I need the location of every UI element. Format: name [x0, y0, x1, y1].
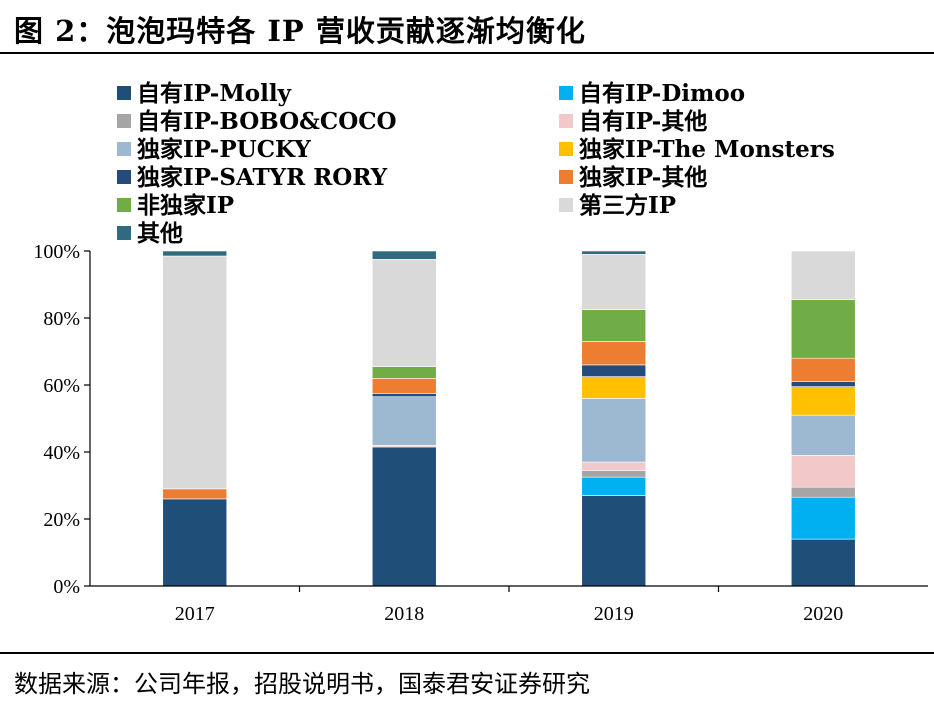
bar-segment — [790, 386, 856, 416]
legend-swatch — [117, 170, 131, 184]
legend-label: 独家IP-SATYR RORY — [137, 164, 388, 191]
chart-axes — [89, 251, 928, 592]
bar-segment — [581, 254, 647, 310]
x-tick-label: 2019 — [594, 603, 634, 625]
bar-segment — [790, 357, 856, 382]
bar-segment — [581, 341, 647, 366]
legend-label: 自有IP-其他 — [579, 108, 707, 135]
legend-swatch — [559, 170, 573, 184]
bar-segment — [581, 495, 647, 587]
x-tick-label: 2018 — [384, 603, 424, 625]
legend-swatch — [117, 226, 131, 240]
bar-segment — [371, 250, 437, 260]
bar-segment — [790, 486, 856, 498]
chart-legend: 自有IP-Molly 自有IP-Dimoo 自有IP-BOBO&COCO 自有IP-其… — [117, 80, 835, 247]
y-tick-label: 20% — [43, 509, 80, 531]
legend-swatch — [559, 198, 573, 212]
bar-segment — [162, 488, 228, 500]
legend-label: 自有IP-BOBO&COCO — [137, 108, 397, 135]
y-tick-label: 100% — [33, 241, 80, 263]
bar-segment — [162, 250, 228, 257]
legend-swatch — [117, 142, 131, 156]
bar-segment — [371, 377, 437, 394]
legend-swatch — [117, 198, 131, 212]
legend-label: 独家IP-The Monsters — [579, 136, 835, 163]
title-rule — [0, 52, 934, 54]
legend-swatch — [559, 142, 573, 156]
bar-segment — [371, 446, 437, 587]
bar-segment — [790, 414, 856, 456]
bar-segment — [790, 250, 856, 300]
legend-label: 非独家IP — [137, 192, 234, 219]
legend-label: 其他 — [137, 220, 183, 247]
bar-segment — [581, 398, 647, 463]
bar-segment — [790, 381, 856, 387]
stacked-bar-chart: 自有IP-Molly 自有IP-Dimoo 自有IP-BOBO&COCO 自有IP-其… — [33, 80, 928, 625]
bar-stacks — [162, 250, 856, 587]
bar-segment — [371, 393, 437, 398]
y-axis-ticks: 0% 20% 40% 60% 80% 100% — [33, 241, 90, 598]
y-tick-label: 60% — [43, 375, 80, 397]
bar-segment — [581, 309, 647, 342]
legend-label: 第三方IP — [579, 192, 676, 219]
bar-segment — [371, 366, 437, 379]
legend-swatch — [117, 86, 131, 100]
bar-segment — [162, 498, 228, 587]
x-tick-label: 2020 — [803, 603, 843, 625]
bar-segment — [790, 455, 856, 488]
bar-segment — [581, 364, 647, 377]
source-rule — [0, 652, 934, 654]
bar-segment — [162, 255, 228, 490]
x-axis-labels: 2017 2018 2019 2020 — [175, 603, 844, 625]
bar-segment — [790, 299, 856, 359]
y-tick-label: 40% — [43, 442, 80, 464]
x-tick-label: 2017 — [175, 603, 215, 625]
y-tick-label: 0% — [53, 576, 80, 598]
bar-segment — [581, 376, 647, 399]
bar-segment — [581, 470, 647, 478]
legend-swatch — [559, 86, 573, 100]
bar-segment — [581, 476, 647, 496]
legend-swatch — [559, 114, 573, 128]
bar-segment — [581, 250, 647, 255]
legend-label: 独家IP-其他 — [579, 164, 707, 191]
legend-swatch — [117, 114, 131, 128]
legend-label: 自有IP-Molly — [137, 80, 292, 107]
bar-segment — [371, 396, 437, 446]
bar-segment — [790, 496, 856, 540]
legend-label: 自有IP-Dimoo — [579, 80, 745, 107]
y-tick-label: 80% — [43, 308, 80, 330]
figure-title: 图 2：泡泡玛特各 IP 营收贡献逐渐均衡化 — [14, 14, 586, 48]
legend-label: 独家IP-PUCKY — [137, 136, 311, 163]
bar-segment — [790, 538, 856, 587]
source-note: 数据来源：公司年报，招股说明书，国泰君安证券研究 — [14, 670, 590, 698]
bar-segment — [371, 259, 437, 367]
bar-segment — [581, 461, 647, 471]
